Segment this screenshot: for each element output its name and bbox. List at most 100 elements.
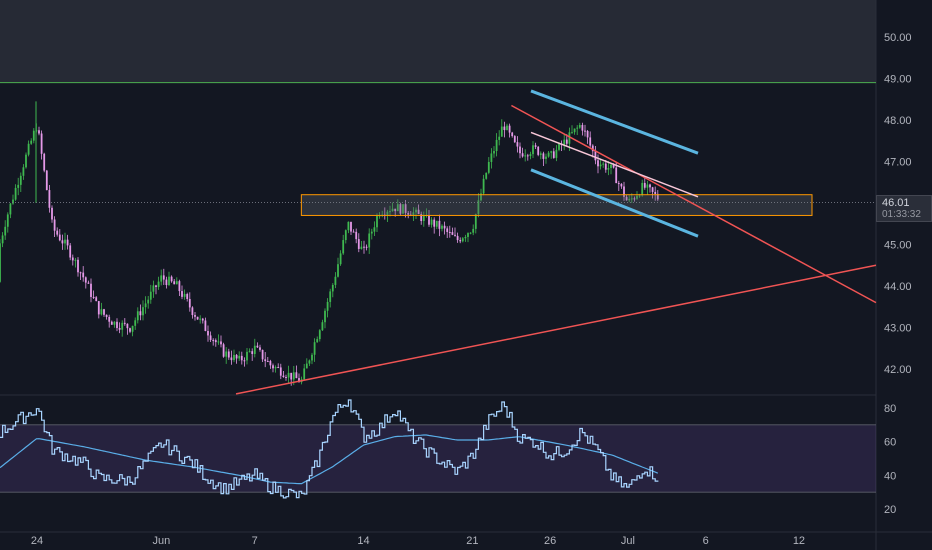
candle-body	[630, 198, 633, 200]
candle-body	[482, 178, 485, 194]
candle-body	[217, 341, 220, 343]
candle-body	[188, 298, 191, 308]
candle-body	[38, 130, 40, 134]
candle-body	[373, 227, 376, 232]
candle-body	[178, 281, 181, 292]
candle-body	[238, 355, 241, 359]
rsi-band	[0, 424, 876, 493]
candle-body	[225, 351, 228, 357]
candle-body	[4, 226, 7, 236]
candle-body	[212, 339, 215, 341]
candle-body	[251, 351, 254, 354]
candle-body	[604, 163, 607, 170]
candle-body	[407, 212, 410, 215]
candle-body	[19, 175, 22, 185]
candle-body	[391, 208, 394, 212]
candle-body	[519, 146, 521, 154]
ascending-trendline	[235, 264, 877, 395]
channel-inner-line	[530, 131, 699, 198]
candle-body	[602, 163, 605, 165]
candle-body	[360, 246, 363, 249]
rsi-tick-label: 60	[884, 437, 896, 449]
candle-body	[305, 363, 308, 369]
candle-body	[0, 243, 1, 282]
candle-body	[149, 291, 152, 300]
time-tick-label: 7	[252, 535, 258, 547]
candle-body	[17, 184, 20, 188]
candle-body	[454, 234, 456, 236]
candle-body	[56, 230, 59, 235]
candle-body	[155, 285, 157, 287]
time-tick-label: 6	[703, 535, 709, 547]
candle-body	[615, 167, 618, 184]
candle-body	[279, 367, 282, 376]
candle-body	[196, 316, 199, 320]
candle-body	[48, 190, 51, 208]
candle-body	[32, 130, 35, 141]
candle-body	[415, 209, 417, 213]
rsi-tick-label: 20	[884, 504, 896, 516]
candle-body	[131, 325, 134, 332]
candle-body	[326, 301, 329, 311]
candle-body	[487, 161, 490, 173]
candle-body	[368, 233, 371, 248]
candle-body	[656, 193, 659, 200]
candle-body	[480, 193, 482, 201]
candle-body	[599, 164, 602, 167]
candle-body	[95, 297, 98, 302]
candle-body	[607, 168, 610, 170]
candle-body	[355, 231, 358, 240]
candle-body	[220, 341, 222, 345]
candle-body	[84, 277, 87, 283]
candle-body	[433, 219, 436, 227]
candle-body	[547, 152, 550, 157]
candle-body	[420, 214, 423, 222]
candle-body	[233, 354, 235, 361]
candle-body	[129, 328, 131, 332]
candle-body	[77, 259, 79, 273]
channel-lower-line	[530, 168, 699, 238]
candle-body	[318, 330, 321, 340]
candle-body	[508, 125, 511, 133]
price-tick-label: 48.00	[884, 115, 912, 127]
candle-body	[412, 212, 415, 216]
candle-body	[636, 195, 638, 199]
time-tick-label: 21	[466, 535, 478, 547]
candle-body	[74, 259, 77, 261]
candle-body	[623, 186, 625, 197]
candle-body	[209, 335, 212, 340]
candle-body	[456, 235, 459, 241]
candle-body	[448, 231, 451, 233]
candle-body	[1, 235, 4, 244]
current-price-value: 46.01	[882, 197, 910, 209]
candle-body	[139, 311, 142, 316]
candle-body	[214, 340, 217, 343]
candle-body	[394, 208, 397, 212]
candle-body	[451, 232, 454, 235]
candle-body	[14, 187, 17, 200]
candle-body	[285, 377, 287, 379]
candle-body	[500, 126, 503, 137]
candle-body	[92, 296, 95, 298]
candle-body	[651, 187, 654, 192]
candle-body	[134, 320, 137, 326]
candle-body	[347, 221, 350, 231]
candle-body	[248, 351, 251, 353]
candle-body	[108, 316, 111, 322]
candle-body	[186, 294, 189, 299]
candle-body	[243, 360, 246, 362]
candle-body	[612, 164, 615, 168]
candle-body	[386, 211, 389, 215]
candle-body	[53, 219, 56, 231]
candle-body	[506, 125, 508, 131]
candle-body	[105, 314, 108, 317]
candle-body	[97, 301, 100, 315]
candle-body	[589, 137, 592, 146]
candle-body	[610, 164, 612, 169]
candle-body	[638, 195, 641, 197]
candle-body	[256, 345, 259, 348]
descending-trendline	[511, 104, 877, 304]
candle-body	[357, 239, 360, 249]
candle-body	[443, 225, 446, 229]
candle-body	[498, 136, 501, 140]
